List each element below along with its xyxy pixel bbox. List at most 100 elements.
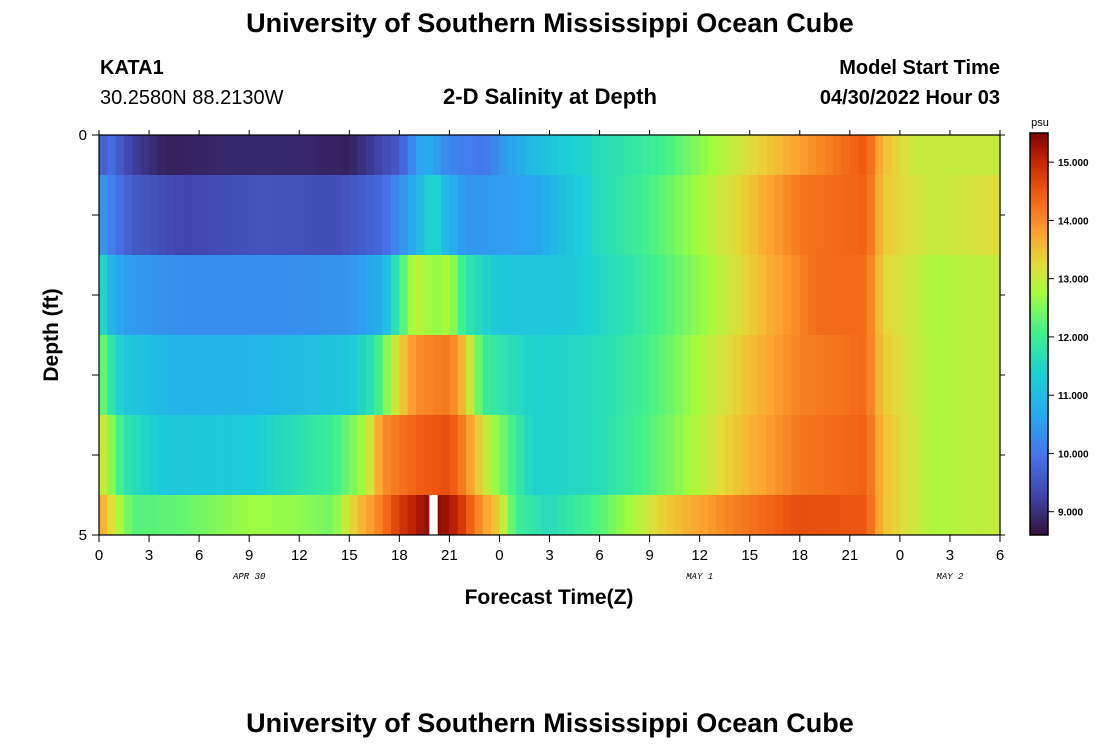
heatmap-cell [657,175,667,255]
heatmap-cell [390,415,400,495]
heatmap-cell [399,175,409,255]
heatmap-cell [282,495,292,535]
heatmap-cell [816,335,826,415]
heatmap-cell [799,335,809,415]
heatmap-cell [941,335,951,415]
heatmap-cell [749,495,759,535]
heatmap-cell [883,495,893,535]
heatmap-cell [566,175,576,255]
heatmap-cell [574,335,584,415]
heatmap-cell [232,335,242,415]
heatmap-cell [766,495,776,535]
heatmap-cell [399,255,409,335]
heatmap-cell [949,135,959,175]
heatmap-cell [424,415,434,495]
heatmap-cell [299,175,309,255]
heatmap-cell [866,335,876,415]
heatmap-cell [232,415,242,495]
heatmap-cell [733,415,742,495]
heatmap-cell [182,255,192,335]
heatmap-cell [199,335,209,415]
heatmap-cell [365,415,375,495]
heatmap-cell [741,495,751,535]
heatmap-cell [758,335,767,415]
heatmap-cell [190,415,200,495]
heatmap-cell [949,495,959,535]
x-tick-label: 15 [341,547,358,564]
heatmap-cell [649,495,659,535]
heatmap-cell [891,255,901,335]
heatmap-cell [199,495,209,535]
heatmap-cell [165,415,175,495]
heatmap-cell [532,495,542,535]
heatmap-cell [466,335,476,415]
heatmap-cell [466,175,476,255]
heatmap-cell [149,335,158,415]
heatmap-cell [124,415,133,495]
heatmap-cell [849,135,859,175]
heatmap-cell [99,415,108,495]
heatmap-cell [891,495,901,535]
heatmap-cell [332,135,342,175]
heatmap-cell [232,135,242,175]
heatmap-cell [591,415,601,495]
heatmap-cell [516,255,526,335]
heatmap-cell [632,175,642,255]
heatmap-cell [207,335,217,415]
heatmap-cell [808,135,818,175]
heatmap-cell [115,255,125,335]
heatmap-cell [824,175,834,255]
heatmap-cell [591,175,601,255]
heatmap-cell [399,495,409,535]
heatmap-cell [365,495,375,535]
heatmap-cell [716,495,726,535]
heatmap-cell [983,335,993,415]
heatmap-cell [958,255,968,335]
heatmap-cell [491,135,501,175]
heatmap-cell [858,495,868,535]
heatmap-cell [474,495,484,535]
heatmap-cell [966,175,976,255]
heatmap-cell [599,175,609,255]
heatmap-cell [357,255,367,335]
heatmap-cell [532,175,542,255]
y-tick-label: 0 [79,127,87,144]
heatmap-cell [582,255,592,335]
heatmap-cell [274,135,284,175]
heatmap-cell [357,495,367,535]
heatmap-cell [424,335,434,415]
heatmap-cell [232,175,242,255]
heatmap-cell [641,335,651,415]
x-tick-label: 0 [896,547,904,564]
date-label: MAY 1 [686,572,713,582]
heatmap-cell [224,135,234,175]
heatmap-cell [524,255,534,335]
heatmap-cell [824,415,834,495]
heatmap-cell [966,335,976,415]
footer-title: University of Southern Mississippi Ocean… [246,708,854,738]
heatmap-cell [307,415,317,495]
heatmap-cell [349,135,359,175]
heatmap-cell [157,135,167,175]
heatmap-cell [716,175,726,255]
heatmap-cell [682,255,692,335]
heatmap-cell [390,255,400,335]
heatmap-cell [933,495,943,535]
x-tick-label: 12 [691,547,708,564]
heatmap-cell [324,415,334,495]
heatmap-cell [190,335,200,415]
heatmap-cell [674,495,684,535]
heatmap-cell [357,415,367,495]
heatmap-cell [532,335,542,415]
heatmap-cell [549,495,559,535]
heatmap-cell [249,335,259,415]
heatmap-cell [507,135,517,175]
heatmap-cell [466,495,476,535]
heatmap-cell [758,255,767,335]
heatmap-cell [215,495,225,535]
x-tick-label: 3 [946,547,954,564]
heatmap-cell [899,415,909,495]
x-tick-label: 3 [545,547,553,564]
colorbar-tick-label: 15.000 [1058,158,1089,169]
heatmap-cell [849,335,859,415]
